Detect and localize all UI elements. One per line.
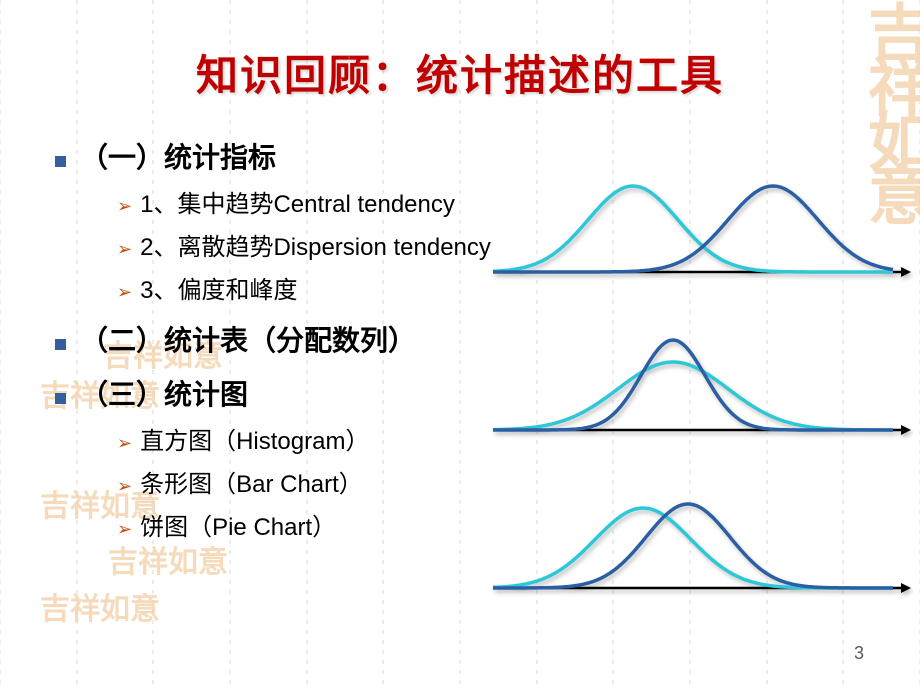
arrow-bullet-icon: ➢ <box>117 433 132 454</box>
section-1-item-3-text: 3、偏度和峰度 <box>140 270 297 305</box>
section-2-label: （二）统计表（分配数列） <box>80 319 416 359</box>
square-bullet-icon <box>55 156 66 167</box>
section-3-item-2: ➢ 条形图（Bar Chart） <box>117 464 525 499</box>
page-number: 3 <box>854 643 864 664</box>
chart-central-tendency <box>488 162 918 282</box>
arrow-bullet-icon: ➢ <box>117 196 132 217</box>
section-2: （二）统计表（分配数列） <box>55 319 525 359</box>
section-3-item-3-text: 饼图（Pie Chart） <box>140 507 336 542</box>
section-3: （三）统计图 <box>55 373 525 413</box>
section-1-label: （一）统计指标 <box>80 136 276 176</box>
arrow-bullet-icon: ➢ <box>117 282 132 303</box>
section-3-item-1: ➢ 直方图（Histogram） <box>117 421 525 456</box>
chart-dispersion <box>488 320 918 440</box>
square-bullet-icon <box>55 339 66 350</box>
section-1-item-2: ➢ 2、离散趋势Dispersion tendency <box>117 227 525 262</box>
section-1-item-3: ➢ 3、偏度和峰度 <box>117 270 525 305</box>
stamp-decor-4: 吉祥如意 <box>40 595 160 625</box>
chart-skewness <box>488 478 918 598</box>
section-3-label: （三）统计图 <box>80 373 248 413</box>
content-column: （一）统计指标 ➢ 1、集中趋势Central tendency ➢ 2、离散趋… <box>55 130 525 542</box>
section-3-item-1-text: 直方图（Histogram） <box>140 421 369 456</box>
arrow-bullet-icon: ➢ <box>117 239 132 260</box>
square-bullet-icon <box>55 393 66 404</box>
section-3-item-3: ➢ 饼图（Pie Chart） <box>117 507 525 542</box>
arrow-bullet-icon: ➢ <box>117 519 132 540</box>
section-1-item-1: ➢ 1、集中趋势Central tendency <box>117 184 525 219</box>
slide-title: 知识回顾：统计描述的工具 <box>0 42 920 103</box>
section-1: （一）统计指标 <box>55 136 525 176</box>
section-1-item-1-text: 1、集中趋势Central tendency <box>140 184 455 219</box>
section-1-item-2-text: 2、离散趋势Dispersion tendency <box>140 227 491 262</box>
section-3-item-2-text: 条形图（Bar Chart） <box>140 464 363 499</box>
stamp-decor-5: 吉祥如意 <box>108 548 228 578</box>
arrow-bullet-icon: ➢ <box>117 476 132 497</box>
charts-column <box>488 162 918 598</box>
